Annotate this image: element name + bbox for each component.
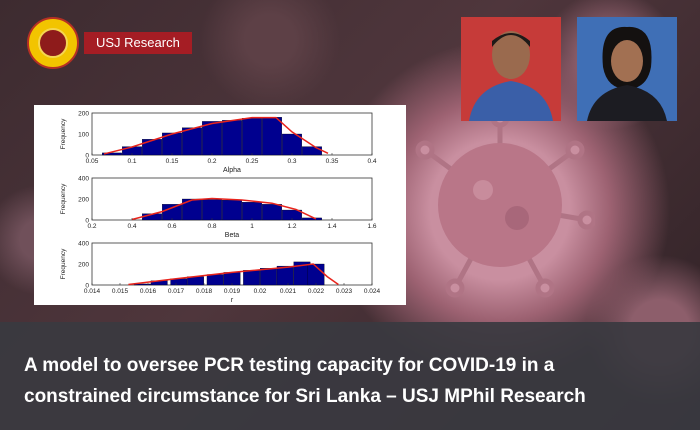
brand-label[interactable]: USJ Research (84, 32, 192, 54)
x-tick-label: 0.35 (326, 158, 339, 165)
y-axis-label: Frequency (60, 118, 67, 149)
y-tick-label: 200 (78, 262, 89, 269)
x-tick-label: 0.6 (167, 223, 176, 230)
x-tick-label: 1.6 (367, 223, 376, 230)
x-tick-label: 0.4 (367, 158, 376, 165)
y-tick-label: 100 (78, 132, 89, 139)
headline-line-1: A model to oversee PCR testing capacity … (24, 355, 555, 376)
y-tick-label: 0 (85, 153, 89, 160)
fit-curve (131, 197, 317, 221)
histogram-bar (142, 139, 162, 156)
headline-band (0, 322, 700, 430)
x-axis-label: Beta (225, 232, 240, 239)
researcher-photo-1 (461, 17, 561, 121)
x-tick-label: 0.1 (127, 158, 136, 165)
x-tick-label: 0.021 (280, 288, 297, 295)
x-tick-label: 0.3 (287, 158, 296, 165)
histogram-bar (243, 270, 260, 286)
x-tick-label: 0.4 (127, 223, 136, 230)
histogram-bar (162, 204, 182, 221)
article-headline[interactable]: A model to oversee PCR testing capacity … (24, 350, 684, 412)
x-tick-label: 0.024 (364, 288, 381, 295)
university-seal-icon[interactable] (27, 17, 79, 69)
fit-curve (103, 116, 329, 155)
histogram-bar (182, 127, 202, 156)
y-tick-label: 200 (78, 197, 89, 204)
histogram-bar (262, 204, 282, 221)
histogram-bar (202, 199, 222, 221)
x-tick-label: 1.2 (287, 223, 296, 230)
y-axis-label: Frequency (60, 248, 67, 279)
histogram-bar (242, 202, 262, 221)
x-tick-label: 0.05 (86, 158, 99, 165)
x-tick-label: 0.15 (166, 158, 179, 165)
histogram-bar (302, 217, 322, 221)
x-tick-label: 0.2 (87, 223, 96, 230)
histogram-bar (206, 274, 224, 286)
x-tick-label: 0.023 (336, 288, 353, 295)
y-tick-label: 0 (85, 218, 89, 225)
histogram-bar (260, 268, 277, 286)
x-tick-label: 0.2 (207, 158, 216, 165)
histogram-bar (102, 152, 122, 156)
x-tick-label: 1 (250, 223, 254, 230)
y-tick-label: 0 (85, 283, 89, 290)
y-tick-label: 400 (78, 176, 89, 183)
coronavirus-icon (415, 110, 595, 298)
y-tick-label: 400 (78, 241, 89, 248)
histogram-bar (202, 121, 222, 156)
x-axis-label: r (231, 297, 234, 304)
histogram-figure: 0.05 0.1 0.15 0.2 0.25 0.3 0.35 0.40100200Alpha… (60, 111, 381, 305)
histogram-bar (222, 120, 242, 156)
x-tick-label: 0.017 (168, 288, 185, 295)
x-tick-label: 0.016 (140, 288, 157, 295)
y-axis-label: Frequency (60, 183, 67, 214)
headline-line-2: constrained circumstance for Sri Lanka –… (24, 386, 586, 407)
histogram-bar (276, 265, 294, 286)
x-tick-label: 1.4 (327, 223, 336, 230)
x-tick-label: 0.015 (112, 288, 129, 295)
x-tick-label: 0.022 (308, 288, 325, 295)
histogram-panel: 0.05 0.1 0.15 0.2 0.25 0.3 0.35 0.4 0 100 200 Alpha… (34, 105, 406, 305)
researcher-photo-2 (577, 17, 677, 121)
x-tick-label: 0.018 (196, 288, 213, 295)
histogram-bar (222, 199, 242, 221)
x-tick-label: 0.014 (84, 288, 101, 295)
x-tick-label: 0.25 (246, 158, 259, 165)
x-tick-label: 0.019 (224, 288, 241, 295)
histogram-bar (302, 146, 322, 156)
fit-curve (128, 263, 339, 286)
x-tick-label: 0.8 (207, 223, 216, 230)
histogram-bar (242, 118, 262, 156)
histogram-bar (182, 198, 202, 221)
y-tick-label: 200 (78, 111, 89, 118)
x-axis-label: Alpha (223, 167, 241, 174)
seal-center (38, 28, 68, 58)
histogram-bar (262, 117, 282, 156)
x-tick-label: 0.02 (254, 288, 267, 295)
